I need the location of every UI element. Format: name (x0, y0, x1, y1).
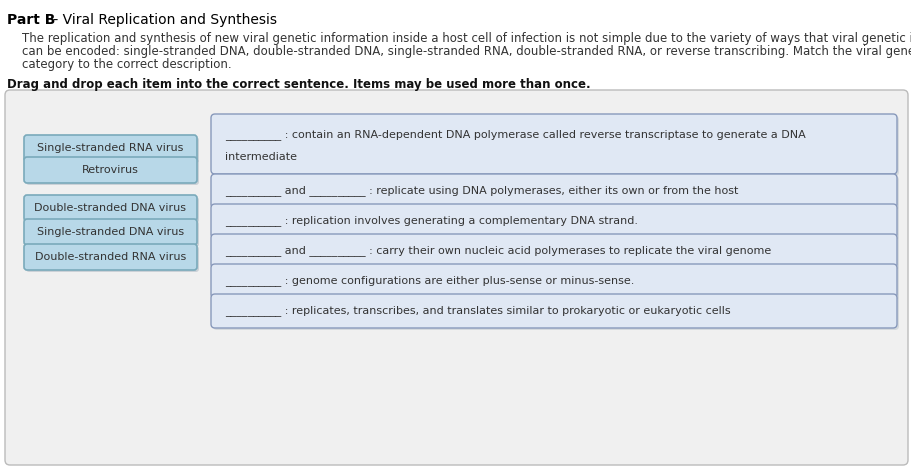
Text: Part B: Part B (7, 13, 56, 27)
Text: Double-stranded DNA virus: Double-stranded DNA virus (35, 203, 187, 213)
FancyBboxPatch shape (213, 116, 899, 176)
FancyBboxPatch shape (26, 159, 199, 185)
Text: Single-stranded RNA virus: Single-stranded RNA virus (37, 143, 184, 153)
FancyBboxPatch shape (213, 266, 899, 300)
Text: intermediate: intermediate (225, 152, 297, 162)
Text: __________ : replication involves generating a complementary DNA strand.: __________ : replication involves genera… (225, 216, 638, 227)
FancyBboxPatch shape (211, 264, 897, 298)
FancyBboxPatch shape (24, 219, 197, 245)
FancyBboxPatch shape (26, 197, 199, 223)
FancyBboxPatch shape (211, 174, 897, 208)
Text: __________ and __________ : replicate using DNA polymerases, either its own or f: __________ and __________ : replicate us… (225, 185, 739, 197)
FancyBboxPatch shape (24, 157, 197, 183)
FancyBboxPatch shape (26, 246, 199, 272)
FancyBboxPatch shape (211, 294, 897, 328)
FancyBboxPatch shape (211, 114, 897, 174)
Text: Drag and drop each item into the correct sentence. Items may be used more than o: Drag and drop each item into the correct… (7, 78, 590, 91)
FancyBboxPatch shape (213, 206, 899, 240)
Text: Retrovirus: Retrovirus (82, 165, 139, 175)
Text: __________ : genome configurations are either plus-sense or minus-sense.: __________ : genome configurations are e… (225, 276, 634, 286)
FancyBboxPatch shape (26, 137, 199, 163)
FancyBboxPatch shape (24, 195, 197, 221)
Text: __________ : contain an RNA-dependent DNA polymerase called reverse transcriptas: __________ : contain an RNA-dependent DN… (225, 129, 805, 140)
Text: Single-stranded DNA virus: Single-stranded DNA virus (37, 227, 184, 237)
Text: __________ and __________ : carry their own nucleic acid polymerases to replicat: __________ and __________ : carry their … (225, 246, 772, 256)
FancyBboxPatch shape (213, 296, 899, 330)
FancyBboxPatch shape (24, 135, 197, 161)
FancyBboxPatch shape (26, 221, 199, 247)
FancyBboxPatch shape (213, 176, 899, 210)
Text: category to the correct description.: category to the correct description. (7, 58, 231, 71)
FancyBboxPatch shape (211, 204, 897, 238)
Text: can be encoded: single-stranded DNA, double-stranded DNA, single-stranded RNA, d: can be encoded: single-stranded DNA, dou… (7, 45, 911, 58)
FancyBboxPatch shape (5, 90, 908, 465)
FancyBboxPatch shape (213, 236, 899, 270)
Text: Double-stranded RNA virus: Double-stranded RNA virus (35, 252, 186, 262)
Text: - Viral Replication and Synthesis: - Viral Replication and Synthesis (49, 13, 277, 27)
Text: The replication and synthesis of new viral genetic information inside a host cel: The replication and synthesis of new vir… (7, 32, 911, 45)
Text: __________ : replicates, transcribes, and translates similar to prokaryotic or e: __________ : replicates, transcribes, an… (225, 306, 731, 316)
FancyBboxPatch shape (211, 234, 897, 268)
FancyBboxPatch shape (24, 244, 197, 270)
